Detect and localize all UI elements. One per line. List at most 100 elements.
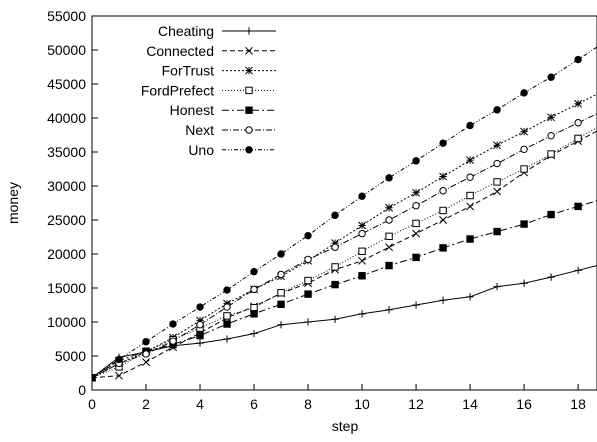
data-point <box>196 331 204 340</box>
x-tick-label: 0 <box>88 396 96 412</box>
x-tick-label: 2 <box>142 396 150 412</box>
data-point <box>223 303 231 311</box>
y-tick-label: 35000 <box>47 144 86 160</box>
legend: Cheating Connected ForTrust FordPrefect Hone… <box>141 23 276 158</box>
series-honest <box>92 200 597 382</box>
data-point <box>439 139 447 147</box>
data-point <box>520 127 529 136</box>
data-point <box>385 174 393 182</box>
y-tick-label: 15000 <box>47 280 86 296</box>
x-tick-label: 4 <box>196 396 204 412</box>
data-point <box>520 279 528 287</box>
data-point <box>466 293 474 301</box>
legend-item-fordprefect: FordPrefect <box>141 82 276 98</box>
data-point <box>385 243 394 252</box>
legend-label: Connected <box>146 43 214 59</box>
data-point <box>385 232 393 241</box>
y-tick-label: 5000 <box>55 348 86 364</box>
series-fortrust <box>92 93 597 382</box>
data-point <box>466 235 474 243</box>
x-tick-label: 8 <box>304 396 312 412</box>
data-point <box>115 355 123 364</box>
data-point <box>385 306 393 314</box>
data-point <box>250 329 258 338</box>
data-point <box>547 210 555 219</box>
legend-item-next: Next <box>185 122 276 138</box>
data-point <box>245 126 253 134</box>
data-point <box>331 243 339 251</box>
data-point <box>439 172 448 181</box>
data-point <box>574 202 582 211</box>
data-point <box>358 229 366 238</box>
x-axis-label: step <box>332 418 359 434</box>
legend-label: ForTrust <box>162 63 214 79</box>
data-point <box>385 216 393 224</box>
y-tick-label: 25000 <box>47 212 86 228</box>
y-tick-label: 40000 <box>47 110 86 126</box>
data-point <box>277 289 285 297</box>
data-point <box>493 178 501 186</box>
data-point <box>277 300 285 309</box>
data-point <box>520 165 528 173</box>
series-layer <box>92 46 597 382</box>
data-point <box>466 121 474 130</box>
plot-area-frame <box>91 15 597 391</box>
data-point <box>520 89 528 97</box>
data-point <box>358 192 366 200</box>
data-point <box>223 320 231 328</box>
data-point <box>547 273 555 281</box>
data-point <box>358 272 366 280</box>
data-point <box>412 229 421 238</box>
series-cheating <box>92 265 597 382</box>
x-tick-label: 14 <box>462 396 478 412</box>
data-point <box>245 46 253 55</box>
series-line-honest <box>92 200 597 379</box>
legend-label: Next <box>185 122 214 138</box>
data-point <box>385 203 394 212</box>
data-point <box>304 276 312 285</box>
data-point <box>245 66 253 75</box>
legend-item-cheating: Cheating <box>158 23 276 39</box>
data-point <box>547 73 555 81</box>
data-point <box>245 86 253 95</box>
data-point <box>439 206 447 215</box>
data-point <box>245 106 253 114</box>
data-point <box>574 119 582 127</box>
data-point <box>439 296 447 304</box>
legend-label: Uno <box>188 142 214 158</box>
x-tick-label: 16 <box>516 396 532 412</box>
data-point <box>250 310 258 318</box>
x-tick-label: 6 <box>250 396 258 412</box>
data-point <box>493 159 501 168</box>
data-point <box>547 131 555 140</box>
data-point <box>574 134 582 143</box>
y-axis: 0 5000 10000 15000 20000 25000 30000 35000 40000… <box>47 8 98 398</box>
x-tick-label: 18 <box>570 396 586 412</box>
data-point <box>439 244 447 252</box>
data-point <box>331 280 339 289</box>
data-point <box>304 318 312 326</box>
series-line-fortrust <box>92 93 597 379</box>
data-point <box>358 221 367 230</box>
data-point <box>547 113 556 122</box>
data-point <box>439 187 447 195</box>
data-point <box>196 303 204 311</box>
data-point <box>520 220 528 228</box>
y-tick-label: 10000 <box>47 314 86 330</box>
legend-label: FordPrefect <box>141 82 214 98</box>
data-point <box>493 141 502 150</box>
data-point <box>277 270 285 279</box>
data-point <box>574 55 582 64</box>
data-point <box>331 315 339 323</box>
data-point <box>304 290 312 298</box>
data-point <box>250 285 258 294</box>
data-point <box>304 255 312 264</box>
legend-label: Honest <box>170 102 214 118</box>
data-point <box>439 216 448 224</box>
legend-label: Cheating <box>158 23 214 39</box>
data-point <box>574 266 582 274</box>
y-axis-label: money <box>5 182 21 224</box>
data-point <box>92 374 96 382</box>
series-line-connected <box>92 130 597 379</box>
